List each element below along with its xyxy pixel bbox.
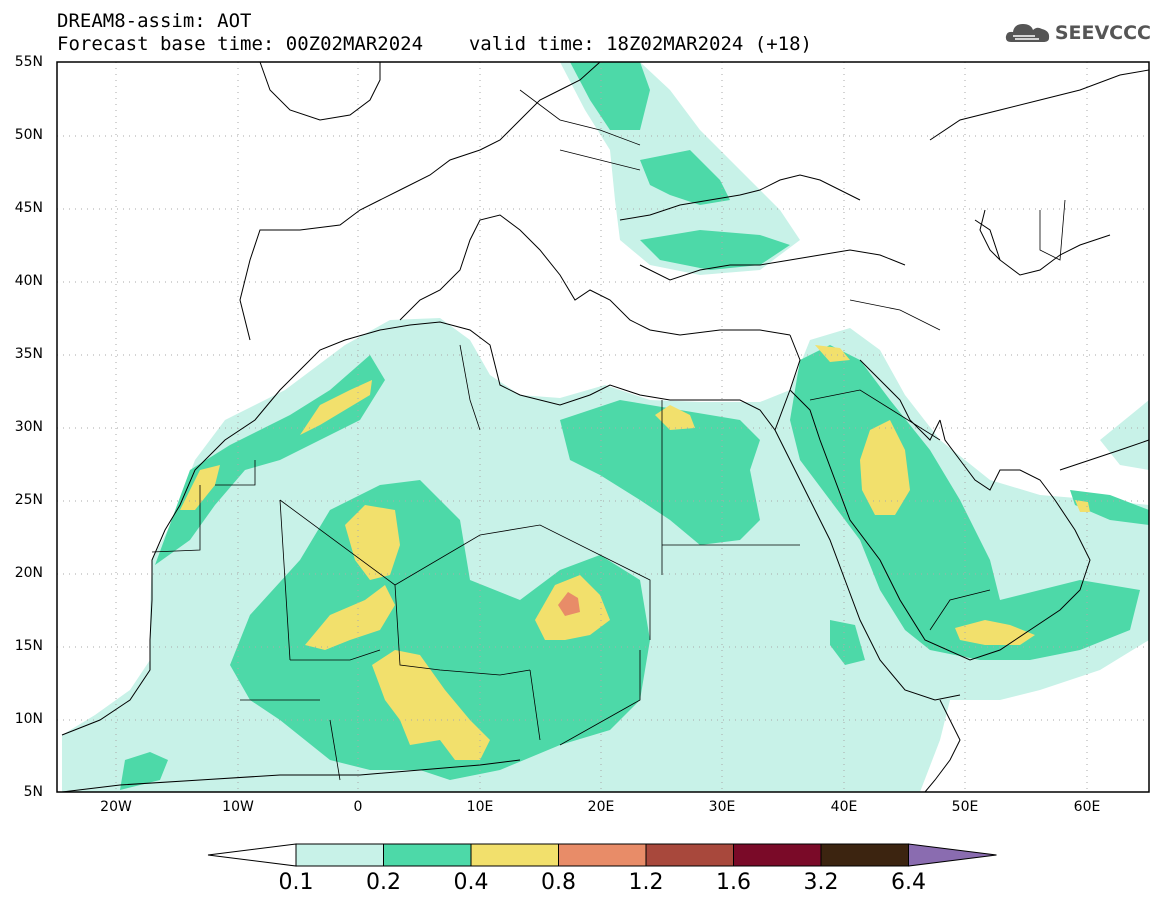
aot-band-0-2 (570, 62, 650, 130)
lon-label: 20E (587, 799, 615, 815)
aot-band-0-2 (640, 230, 790, 270)
lat-label: 15N (14, 638, 43, 654)
colorbar-lower-arrow (207, 843, 297, 867)
colorbar-label: 1.6 (716, 870, 751, 895)
colorbar (207, 843, 997, 867)
colorbar-label: 0.4 (453, 870, 489, 895)
lon-label: 30E (708, 799, 736, 815)
colorbar-label: 0.2 (366, 870, 401, 895)
colorbar-label: 0.1 (278, 870, 314, 895)
aot-band-0-4 (655, 405, 695, 430)
lon-label: 20W (100, 799, 132, 815)
aot-band-0-2 (120, 752, 168, 790)
lat-label: 25N (14, 492, 43, 508)
coastlines (61, 62, 1149, 792)
lat-label: 5N (23, 784, 43, 800)
colorbar-segment (383, 843, 472, 867)
aot-band-0-4 (300, 380, 372, 435)
title: DREAM8-assim: AOT (57, 10, 252, 32)
lat-label: 40N (14, 273, 43, 289)
lat-label: 45N (14, 200, 43, 216)
colorbar-segment (733, 843, 822, 867)
lat-label: 20N (14, 565, 43, 581)
base-time: Forecast base time: 00Z02MAR2024 (57, 33, 424, 55)
aot-band-0-4 (860, 420, 910, 515)
lat-label: 50N (14, 127, 43, 143)
aot-band-0-2 (1070, 490, 1149, 525)
country-borders (151, 89, 1066, 781)
colorbar-segment (470, 843, 559, 867)
plot-frame (56, 61, 1150, 793)
aot-band-0-4 (955, 620, 1035, 645)
aot-band-0-4 (345, 505, 400, 580)
seevccc-logo: SEEVCCC (1005, 20, 1151, 46)
colorbar-segment (820, 843, 909, 867)
graticule (57, 62, 1149, 792)
subtitle: Forecast base time: 00Z02MAR2024 valid t… (57, 33, 812, 55)
lon-label: 0 (353, 799, 363, 815)
colorbar-label: 0.8 (541, 870, 576, 895)
cloud-icon (1005, 24, 1049, 42)
aot-band-0-2 (790, 345, 1140, 660)
aot-band-0-4 (815, 345, 850, 362)
colorbar-segment (295, 843, 384, 867)
aot-band-0-4 (305, 585, 395, 650)
colorbar-segment (558, 843, 647, 867)
aot-band-0-2 (640, 150, 730, 205)
lon-label: 10E (466, 799, 494, 815)
lat-label: 55N (14, 54, 43, 70)
aot-band-0-4 (1075, 500, 1090, 512)
logo-text: SEEVCCC (1054, 22, 1151, 44)
valid-time: valid time: 18Z02MAR2024 (+18) (468, 33, 812, 55)
colorbar-label: 6.4 (891, 870, 926, 895)
aot-field (62, 62, 1149, 792)
aot-band-0-2 (830, 620, 865, 665)
lon-label: 60E (1073, 799, 1101, 815)
lon-label: 10W (222, 799, 254, 815)
lat-label: 10N (14, 711, 43, 727)
aot-band-0-2 (230, 480, 650, 780)
aot-band-0-4 (372, 650, 490, 760)
colorbar-upper-arrow (908, 843, 997, 867)
aot-band-0-2 (560, 400, 760, 545)
lon-label: 50E (951, 799, 979, 815)
colorbar-label: 3.2 (803, 870, 839, 895)
lat-label: 30N (14, 419, 43, 435)
lat-label: 35N (14, 346, 43, 362)
colorbar-segment (645, 843, 734, 867)
colorbar-label: 1.2 (628, 870, 664, 895)
aot-band-0-8 (558, 592, 580, 616)
lon-label: 40E (830, 799, 858, 815)
